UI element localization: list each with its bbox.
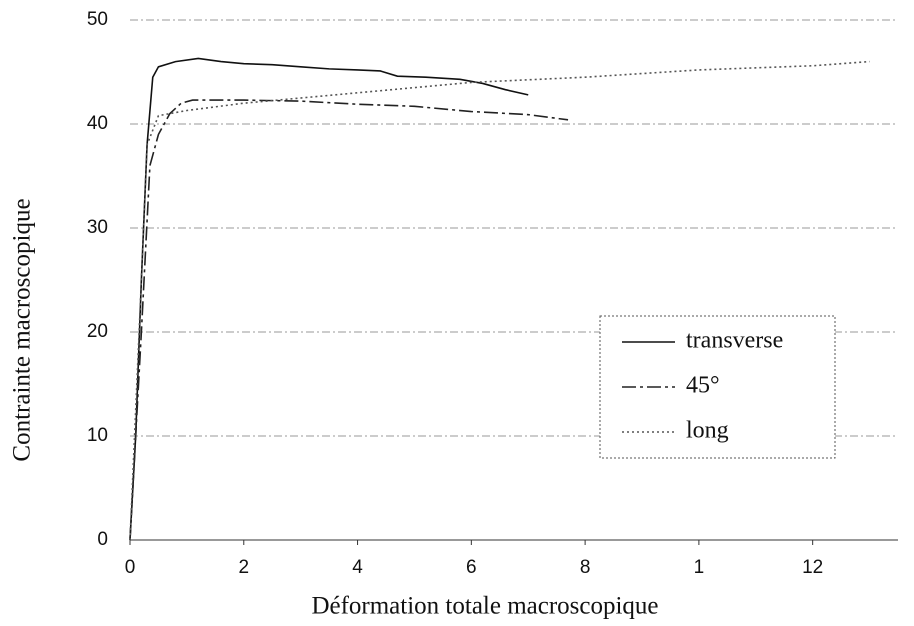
- y-tick-label: 50: [87, 9, 108, 30]
- legend-label: 45°: [686, 373, 720, 399]
- legend-label: long: [686, 418, 729, 444]
- y-tick-label: 0: [97, 529, 108, 550]
- x-tick-label: 2: [238, 557, 249, 578]
- x-tick-label: 0: [125, 557, 136, 578]
- x-tick-label: 4: [352, 557, 363, 578]
- x-tick-label: 8: [580, 557, 591, 578]
- y-tick-label: 20: [87, 321, 108, 342]
- line-series: [129, 57, 529, 541]
- y-tick-label: 30: [87, 217, 108, 238]
- y-tick-label: 40: [87, 113, 108, 134]
- x-tick-label: 12: [802, 557, 823, 578]
- line-series: [129, 60, 870, 541]
- x-axis-label: Déformation totale macroscopique: [311, 593, 658, 620]
- legend-label: transverse: [686, 328, 783, 354]
- line-series: [129, 99, 569, 541]
- x-tick-label: 1: [694, 557, 705, 578]
- y-tick-label: 10: [87, 425, 108, 446]
- y-axis-label: Contrainte macroscopique: [9, 198, 36, 461]
- legend-box: [599, 315, 836, 459]
- x-tick-label: 6: [466, 557, 477, 578]
